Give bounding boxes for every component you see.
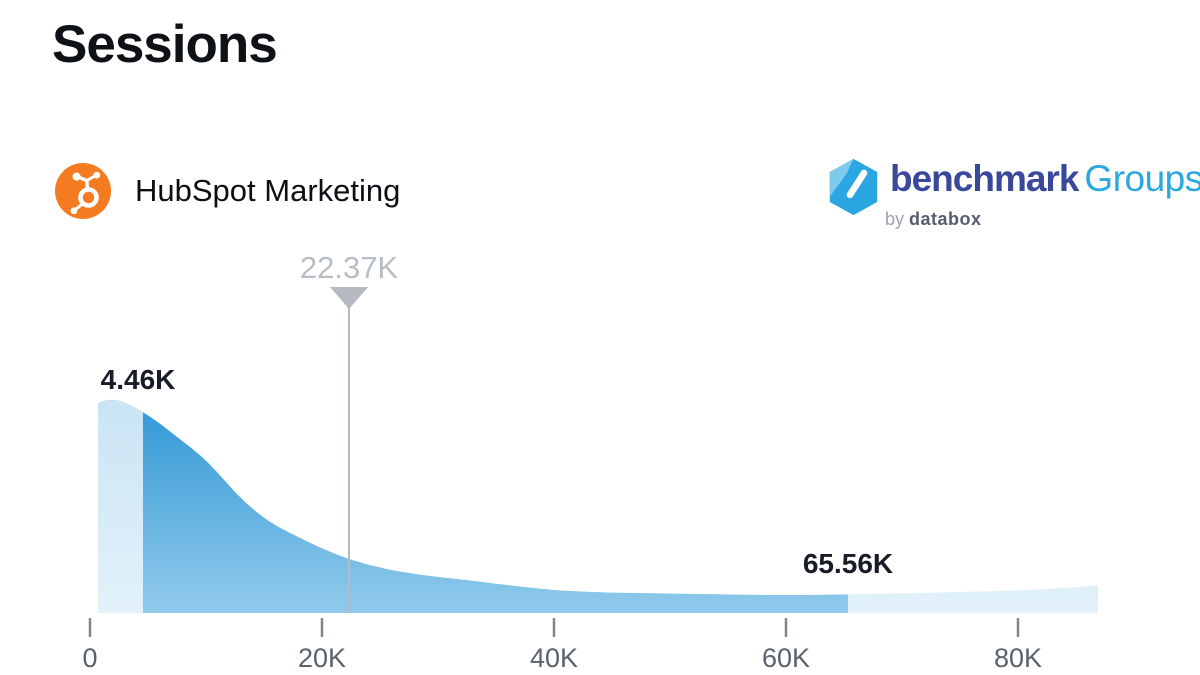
byline-databox-text: databox bbox=[909, 209, 982, 229]
brand-benchmark-text: benchmark bbox=[890, 158, 1079, 199]
x-axis-tick-labels: 0 20K 40K 60K 80K bbox=[82, 643, 1042, 673]
source-row: HubSpot Marketing bbox=[55, 163, 400, 219]
x-tick-0: 0 bbox=[82, 643, 97, 673]
byline-by-text: by bbox=[885, 209, 905, 229]
x-tick-60k: 60K bbox=[762, 643, 810, 673]
distribution-area-band bbox=[143, 399, 848, 613]
brand-groups-text: Groups bbox=[1084, 158, 1200, 199]
x-tick-40k: 40K bbox=[530, 643, 578, 673]
median-marker-triangle bbox=[330, 287, 368, 309]
x-axis-ticks bbox=[88, 618, 1020, 637]
low-value-label: 4.46K bbox=[101, 364, 176, 395]
brand-byline: by databox bbox=[885, 209, 1200, 229]
x-tick-20k: 20K bbox=[298, 643, 346, 673]
high-value-label: 65.56K bbox=[803, 548, 893, 579]
brand-wordmark: benchmark Groups bbox=[890, 160, 1200, 206]
page-title: Sessions bbox=[52, 15, 278, 74]
median-value-label: 22.37K bbox=[300, 250, 399, 285]
benchmark-groups-logo: benchmark Groups by databox bbox=[827, 158, 1200, 229]
x-tick-80k: 80K bbox=[994, 643, 1042, 673]
hubspot-icon bbox=[55, 163, 111, 219]
benchmark-hexagon-icon bbox=[829, 158, 878, 216]
source-name: HubSpot Marketing bbox=[135, 173, 401, 208]
